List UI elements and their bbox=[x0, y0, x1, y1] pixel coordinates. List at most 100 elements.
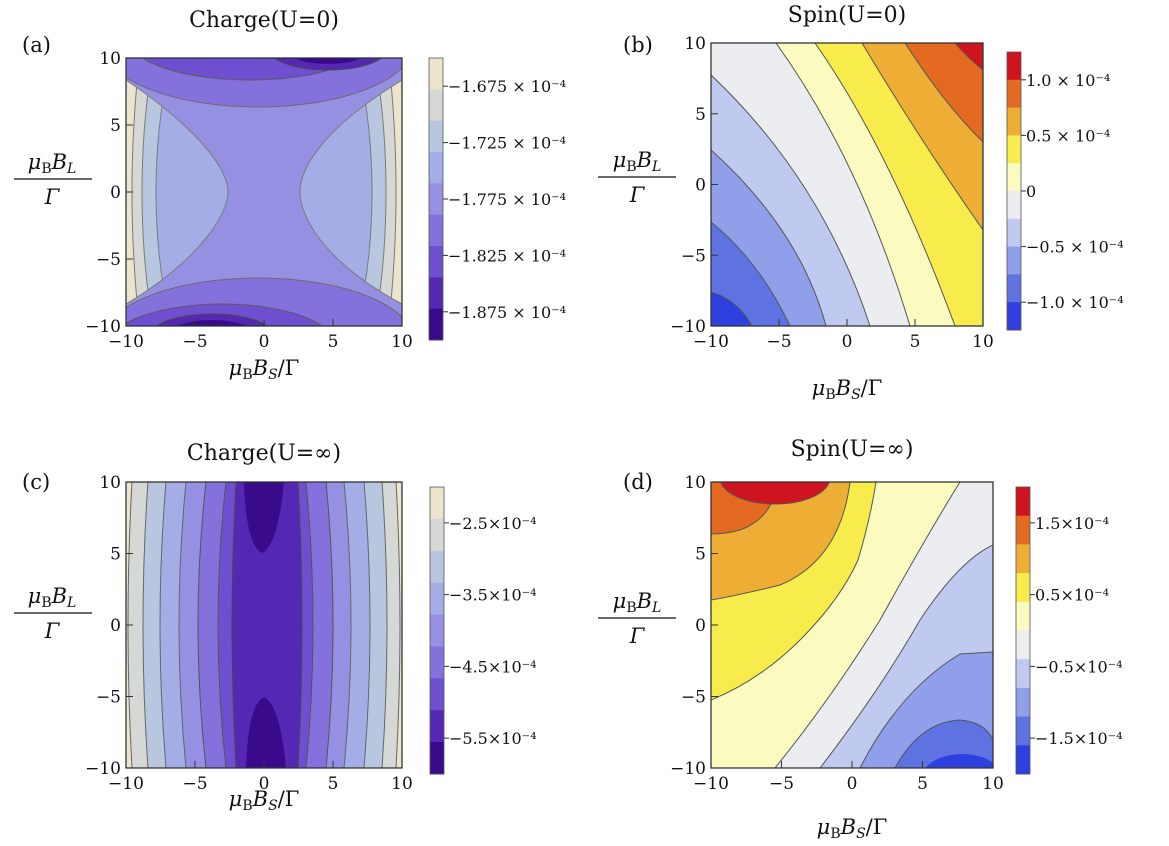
svg-text:μBBL: μBBL bbox=[28, 150, 77, 177]
contour-band bbox=[293, 58, 363, 64]
colorbar-tick-label: −1.675 × 10⁻⁴ bbox=[448, 77, 566, 96]
colorbar-tick-label: 0 bbox=[1026, 182, 1036, 201]
y-axis: 10 5 0 −5 −10 bbox=[670, 34, 718, 337]
x-axis: −10 −5 0 5 10 bbox=[693, 319, 994, 352]
colorbar-swatch bbox=[430, 646, 444, 679]
x-tick-label: −5 bbox=[182, 332, 207, 352]
colorbar-swatch bbox=[430, 518, 444, 552]
colorbar-swatch bbox=[1007, 191, 1021, 220]
y-tick-label: 10 bbox=[99, 49, 121, 69]
x-tick-label: 0 bbox=[847, 774, 858, 794]
svg-text:μBBL: μBBL bbox=[28, 584, 77, 611]
x-tick-label: 10 bbox=[391, 774, 413, 794]
colorbar-swatch bbox=[430, 742, 444, 775]
y-tick-label: −10 bbox=[670, 317, 706, 337]
y-axis-label: μBBL Γ bbox=[598, 589, 676, 648]
colorbar-swatch bbox=[1007, 107, 1021, 136]
x-tick-label: −5 bbox=[182, 774, 207, 794]
contour-band bbox=[904, 43, 983, 143]
colorbar-swatch bbox=[430, 678, 444, 711]
colorbar-tick-label: 1.0 × 10⁻⁴ bbox=[1026, 71, 1110, 90]
x-tick-label: 5 bbox=[917, 774, 928, 794]
colorbar-swatch bbox=[1007, 52, 1021, 81]
colorbar-tick-label: −5.5×10⁻⁴ bbox=[449, 729, 536, 748]
colorbar-tick-label: 0.5 × 10⁻⁴ bbox=[1026, 126, 1110, 145]
y-tick-label: 5 bbox=[110, 116, 121, 136]
x-tick-label: −5 bbox=[769, 774, 794, 794]
y-tick-label: 10 bbox=[684, 34, 706, 54]
contour-band bbox=[244, 482, 284, 553]
colorbar-swatch bbox=[429, 89, 443, 122]
colorbar-swatch bbox=[430, 614, 444, 647]
colorbar-tick-label: −3.5×10⁻⁴ bbox=[449, 586, 536, 605]
x-tick-label: 0 bbox=[842, 332, 853, 352]
y-axis: 10 5 0 −5 −10 bbox=[85, 49, 133, 337]
contour-fill bbox=[711, 43, 983, 326]
panel-label: (d) bbox=[623, 470, 653, 494]
colorbar-swatch bbox=[429, 277, 443, 310]
colorbar-swatch bbox=[430, 550, 444, 584]
chart-title: Charge(U=0) bbox=[189, 8, 339, 33]
colorbar-swatch bbox=[1007, 246, 1021, 275]
x-tick-label: −10 bbox=[108, 332, 144, 352]
colorbar-swatch bbox=[1016, 487, 1030, 517]
colorbar: 1.0 × 10⁻⁴ 0.5 × 10⁻⁴ 0 −0.5 × 10⁻⁴ −1.0 × 1… bbox=[1006, 51, 1124, 331]
contour-fill bbox=[126, 482, 402, 768]
colorbar-swatch bbox=[429, 152, 443, 184]
colorbar-swatch bbox=[429, 308, 443, 341]
x-tick-label: −10 bbox=[693, 774, 729, 794]
y-axis-label: μBBL Γ bbox=[14, 150, 92, 209]
colorbar-tick-label: −1.725 × 10⁻⁴ bbox=[448, 134, 566, 153]
colorbar-tick-label: −1.0 × 10⁻⁴ bbox=[1026, 293, 1124, 312]
colorbar-swatch bbox=[429, 214, 443, 247]
y-tick-label: −5 bbox=[96, 250, 121, 270]
x-tick-label: −10 bbox=[693, 332, 729, 352]
contour-band bbox=[720, 482, 830, 505]
y-axis: 10 5 0 −5 −10 bbox=[85, 473, 133, 779]
x-tick-label: 10 bbox=[391, 332, 413, 352]
x-tick-label: 5 bbox=[910, 332, 921, 352]
y-tick-label: 5 bbox=[695, 105, 706, 125]
contour-band bbox=[246, 697, 286, 768]
colorbar-tick-label: −0.5×10⁻⁴ bbox=[1035, 657, 1122, 676]
colorbar-tick-label: 1.5×10⁻⁴ bbox=[1035, 514, 1109, 533]
x-axis-label: μBBS/Γ bbox=[229, 787, 300, 814]
colorbar-swatch bbox=[430, 487, 444, 520]
y-tick-label: 5 bbox=[110, 545, 121, 565]
panel-label: (a) bbox=[22, 33, 51, 57]
x-tick-label: −10 bbox=[108, 774, 144, 794]
colorbar-swatch bbox=[1007, 79, 1021, 109]
colorbar-swatch bbox=[1016, 544, 1030, 574]
colorbar-tick-label: −0.5 × 10⁻⁴ bbox=[1026, 238, 1124, 257]
svg-text:Γ: Γ bbox=[44, 619, 61, 643]
colorbar: −2.5×10⁻⁴ −3.5×10⁻⁴ −4.5×10⁻⁴ −5.5×10⁻⁴ bbox=[429, 486, 536, 775]
colorbar-swatch bbox=[429, 246, 443, 278]
colorbar-swatch bbox=[1016, 659, 1030, 689]
contour-fill bbox=[126, 58, 402, 326]
y-tick-label: −10 bbox=[85, 317, 121, 337]
colorbar-tick-label: −1.825 × 10⁻⁴ bbox=[448, 246, 566, 265]
y-tick-label: 0 bbox=[695, 616, 706, 636]
y-axis-label: μBBL Γ bbox=[14, 584, 92, 643]
panel-b: (b) Spin(U=0) −10 −5 0 5 10 10 5 0 −5 −10 μBBS/Γ… bbox=[598, 3, 1124, 403]
x-tick-label: 10 bbox=[982, 774, 1004, 794]
contour-band bbox=[925, 754, 993, 768]
panel-c: (c) Charge(U=∞) −10 −5 0 5 10 10 5 0 −5 −10 μBBS… bbox=[14, 441, 536, 814]
x-tick-label: 10 bbox=[972, 332, 994, 352]
chart-title: Spin(U=0) bbox=[788, 3, 907, 28]
x-axis: −10 −5 0 5 10 bbox=[108, 319, 413, 352]
x-tick-label: −5 bbox=[766, 332, 791, 352]
colorbar-swatch bbox=[1016, 515, 1030, 545]
colorbar-swatch bbox=[1007, 218, 1021, 248]
x-axis: −10 −5 0 5 10 bbox=[693, 761, 1004, 794]
chart-title: Spin(U=∞) bbox=[791, 437, 914, 462]
panel-label: (c) bbox=[22, 470, 50, 494]
contour-band bbox=[954, 43, 983, 71]
colorbar-swatch bbox=[430, 710, 444, 743]
colorbar-swatch bbox=[1016, 687, 1030, 718]
y-tick-label: 0 bbox=[695, 176, 706, 196]
x-axis-label: μBBS/Γ bbox=[812, 376, 883, 403]
colorbar-swatch bbox=[1007, 135, 1021, 164]
colorbar-swatch bbox=[429, 183, 443, 216]
